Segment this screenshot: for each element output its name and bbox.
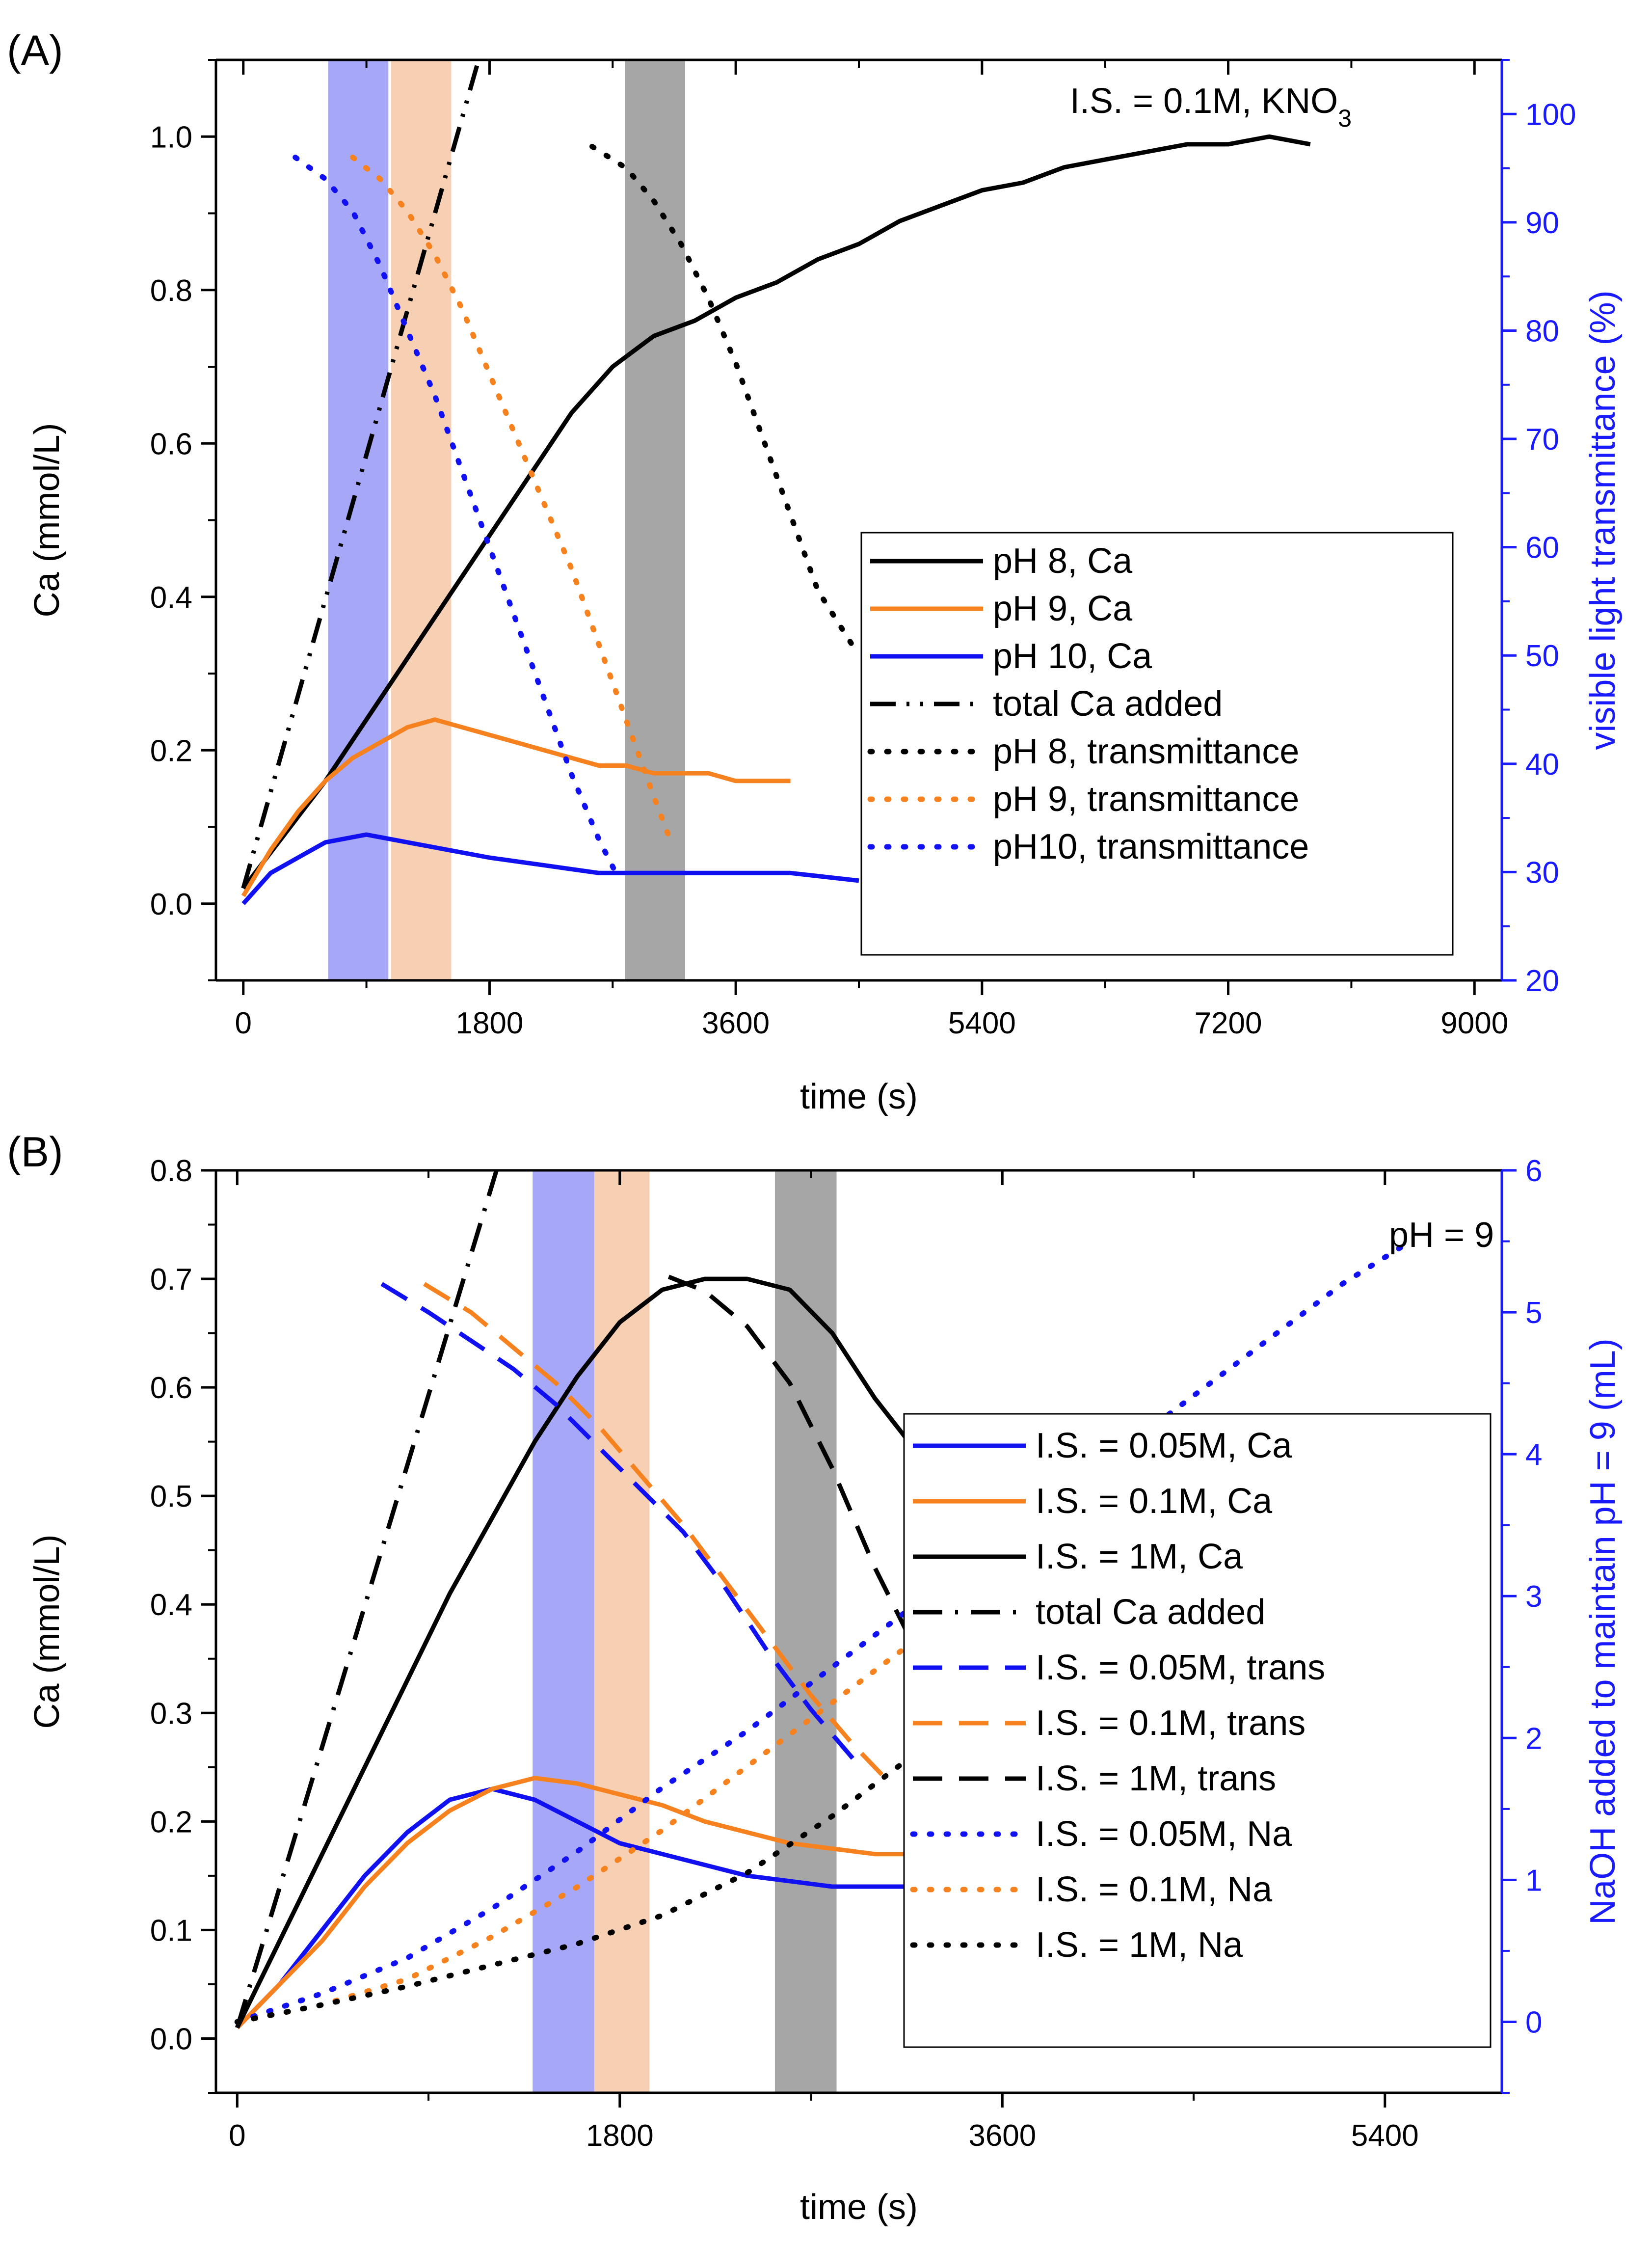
panel-a-y2-tick-label: 80 (1525, 314, 1559, 348)
panel-a-legend-label-total-ca-added: total Ca added (993, 684, 1223, 724)
panel-b-y2-tick-label: 1 (1525, 1864, 1542, 1897)
panel-b-annotation: pH = 9 (1389, 1216, 1494, 1255)
panel-b-series-i-s-0-05m-ca (236, 1786, 960, 2029)
panel-a-y-tick-label: 0.4 (150, 581, 192, 615)
panel-b-series-total-ca-added (235, 1169, 499, 2028)
panel-a-band-2 (391, 60, 452, 980)
panel-a-x-axis-title: time (s) (800, 1077, 918, 1116)
panel-a-legend-label-ph-8-ca: pH 8, Ca (993, 541, 1133, 581)
panel-a-series-ph-9-transmittance (350, 155, 673, 842)
panel-b-legend-label-i-s-0-1m-trans: I.S. = 0.1M, trans (1036, 1703, 1306, 1743)
panel-b-y2-tick-label: 5 (1525, 1296, 1542, 1330)
panel-b-y-tick-label: 0.6 (150, 1371, 192, 1405)
panel-a-legend-label-ph-9-transmittance: pH 9, transmittance (993, 780, 1299, 819)
panel-b-legend-label-i-s-0-05m-trans: I.S. = 0.05M, trans (1036, 1648, 1325, 1687)
panel-b-y-tick-label: 0.7 (150, 1263, 192, 1297)
panel-a-legend-label-ph-9-ca: pH 9, Ca (993, 589, 1133, 628)
panel-a-legend-label-ph-8-transmittance: pH 8, transmittance (993, 732, 1299, 771)
panel-b-legend-box (903, 1413, 1492, 2048)
panel-a-y-axis-title: Ca (mmol/L) (27, 423, 67, 617)
panel-b-y2-tick-label: 3 (1525, 1580, 1542, 1614)
panel-b-x-tick-label: 0 (229, 2119, 245, 2153)
panel-a-x-tick-label: 0 (235, 1006, 252, 1040)
panel-a-band-1 (328, 60, 389, 980)
panel-b-y-tick-label: 0.3 (150, 1697, 192, 1730)
panel-b-x-tick-label: 5400 (1351, 2119, 1419, 2153)
panel-b-legend-label-i-s-1m-na: I.S. = 1M, Na (1036, 1925, 1243, 1965)
panel-b-series-i-s-0-1m-trans (423, 1282, 889, 1783)
panel-b-series-i-s-0-1m-ca (236, 1776, 960, 2029)
panel-a-annotation-subscript: 3 (1338, 105, 1352, 132)
panel-a-annotation: I.S. = 0.1M, KNO3 (1070, 81, 1352, 132)
panel-a-y2-axis-title: visible light transmittance (%) (1583, 290, 1623, 750)
panel-a-band-3 (625, 60, 686, 980)
panel-b-x-tick-label: 1800 (586, 2119, 654, 2153)
panel-a-y2-tick-label: 20 (1525, 964, 1559, 998)
panel-a-chart: 0 1800 3600 5400 7200 9000 0.0 0.2 0.4 0.6 0.8 1.0 2… (27, 58, 1623, 1116)
panel-a-y-tick-label: 1.0 (150, 120, 192, 154)
panel-b-band-1 (533, 1170, 594, 2093)
panel-a-series-ph-10-ca (241, 832, 859, 905)
panel-b-legend-label-i-s-0-1m-ca: I.S. = 0.1M, Ca (1036, 1482, 1273, 1521)
panel-b-label: (B) (7, 1129, 63, 1176)
panel-b-x-tick-label: 3600 (968, 2119, 1036, 2153)
panel-a-x-tick-label: 7200 (1195, 1006, 1262, 1040)
panel-a-y2-tick-label: 60 (1525, 531, 1559, 565)
panel-b-legend-label-i-s-1m-trans: I.S. = 1M, trans (1036, 1759, 1276, 1798)
panel-a-y2-tick-label: 30 (1525, 856, 1559, 890)
panel-a-y2-tick-label: 40 (1525, 748, 1559, 782)
panel-a-x-tick-label: 5400 (948, 1006, 1016, 1040)
panel-a-y2-tick-label: 70 (1525, 423, 1559, 457)
panel-b-y2-tick-label: 0 (1525, 2005, 1542, 2039)
panel-a-x-tick-label: 3600 (702, 1006, 770, 1040)
panel-a-x-tick-label: 1800 (455, 1006, 523, 1040)
panel-b-y-tick-label: 0.8 (150, 1154, 192, 1188)
panel-b-y2-tick-label: 2 (1525, 1722, 1542, 1756)
panel-b-y-tick-label: 0.0 (150, 2022, 192, 2056)
panel-b-y2-tick-label: 4 (1525, 1438, 1542, 1472)
panel-b-legend-label-i-s-0-05m-na: I.S. = 0.05M, Na (1036, 1814, 1292, 1854)
panel-a-y2-tick-label: 90 (1525, 206, 1559, 240)
panel-b-series-i-s-0-1m-na (234, 1600, 963, 2025)
panel-a-label: (A) (7, 27, 63, 74)
panel-a-y2-tick-label: 50 (1525, 639, 1559, 673)
panel-b-y2-axis-title: NaOH added to maintain pH = 9 (mL) (1583, 1338, 1623, 1925)
panel-b-legend-label-i-s-1m-ca: I.S. = 1M, Ca (1036, 1537, 1243, 1576)
panel-a-series-ph10-transmittance (293, 155, 618, 875)
panel-b-series-i-s-1m-ca (235, 1276, 961, 2029)
panel-b-y-tick-label: 0.5 (150, 1480, 192, 1514)
panel-b-y-axis-title: Ca (mmol/L) (27, 1534, 67, 1729)
panel-b-x-axis-title: time (s) (800, 2188, 918, 2227)
panel-a-series-ph-9-ca (241, 717, 791, 897)
panel-b-y2-tick-label: 6 (1525, 1154, 1542, 1188)
panel-b-series-i-s-0-05m-trans (380, 1282, 855, 1761)
panel-a-series-ph-8-transmittance (589, 144, 862, 658)
panel-a-x-tick-label: 9000 (1440, 1006, 1508, 1040)
panel-a-y-tick-label: 0.8 (150, 274, 192, 308)
panel-b-legend-label-total-ca-added: total Ca added (1036, 1593, 1265, 1632)
panel-b-legend-label-i-s-0-1m-na: I.S. = 0.1M, Na (1036, 1870, 1273, 1909)
panel-b-y-tick-label: 0.1 (150, 1914, 192, 1947)
panel-a-y2-tick-label: 100 (1525, 98, 1576, 132)
panel-a-y-tick-label: 0.6 (150, 427, 192, 461)
panel-b-series-i-s-0-05m-na (234, 1239, 1413, 2025)
panel-a-y-tick-label: 0.0 (150, 888, 192, 921)
panel-a-legend-label-ph-10-ca: pH 10, Ca (993, 637, 1152, 676)
panel-b-legend-label-i-s-0-05m-ca: I.S. = 0.05M, Ca (1036, 1426, 1292, 1465)
panel-a-series-total-ca-added (241, 59, 481, 889)
panel-b-band-2 (594, 1170, 650, 2093)
panel-b-y-tick-label: 0.2 (150, 1805, 192, 1839)
panel-b-y-tick-label: 0.4 (150, 1588, 192, 1622)
panel-b-chart: 0 1800 3600 5400 0.0 0.1 0.2 0.3 0.4 0.5 0.6 0.7 0.8… (27, 1154, 1623, 2227)
panel-a-legend-box (860, 532, 1454, 956)
panel-a-legend-label-ph10-transmittance: pH10, transmittance (993, 827, 1309, 866)
panel-a-series-ph-8-ca (241, 134, 1311, 890)
panel-a-y-tick-label: 0.2 (150, 734, 192, 768)
panel-b-series-i-s-1m-trans (667, 1274, 952, 1725)
